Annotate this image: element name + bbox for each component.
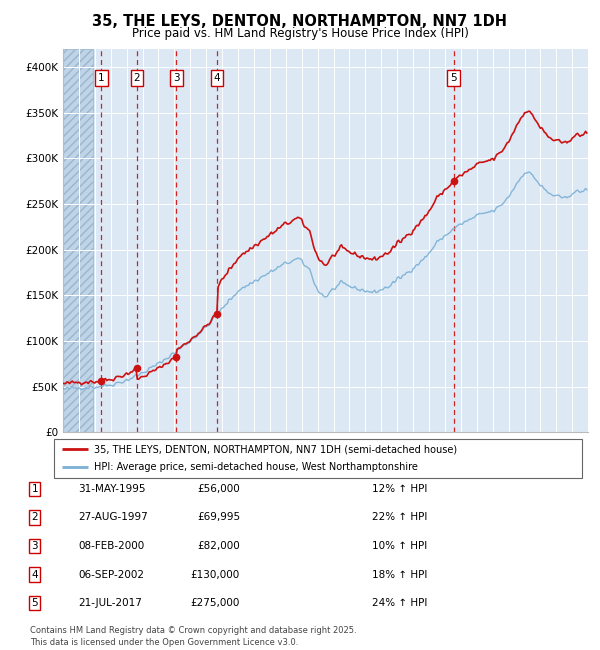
Text: £130,000: £130,000 [191,569,240,580]
Text: 2: 2 [134,73,140,83]
Bar [63,49,93,432]
Text: 24% ↑ HPI: 24% ↑ HPI [372,598,427,608]
Text: 21-JUL-2017: 21-JUL-2017 [78,598,142,608]
Text: Contains HM Land Registry data © Crown copyright and database right 2025.
This d: Contains HM Land Registry data © Crown c… [30,626,356,647]
Text: £69,995: £69,995 [197,512,240,523]
Text: 12% ↑ HPI: 12% ↑ HPI [372,484,427,494]
Text: 31-MAY-1995: 31-MAY-1995 [78,484,146,494]
Text: 06-SEP-2002: 06-SEP-2002 [78,569,144,580]
Text: 27-AUG-1997: 27-AUG-1997 [78,512,148,523]
Text: 5: 5 [451,73,457,83]
Text: 4: 4 [31,569,38,580]
Text: 1: 1 [98,73,105,83]
Text: Price paid vs. HM Land Registry's House Price Index (HPI): Price paid vs. HM Land Registry's House … [131,27,469,40]
Text: 5: 5 [31,598,38,608]
Text: 35, THE LEYS, DENTON, NORTHAMPTON, NN7 1DH: 35, THE LEYS, DENTON, NORTHAMPTON, NN7 1… [92,14,508,29]
Text: 08-FEB-2000: 08-FEB-2000 [78,541,144,551]
Text: £275,000: £275,000 [191,598,240,608]
Text: 10% ↑ HPI: 10% ↑ HPI [372,541,427,551]
Text: £56,000: £56,000 [197,484,240,494]
Text: £82,000: £82,000 [197,541,240,551]
Text: 35, THE LEYS, DENTON, NORTHAMPTON, NN7 1DH (semi-detached house): 35, THE LEYS, DENTON, NORTHAMPTON, NN7 1… [94,445,457,454]
Text: 1: 1 [31,484,38,494]
Text: 18% ↑ HPI: 18% ↑ HPI [372,569,427,580]
Text: 2: 2 [31,512,38,523]
Text: 3: 3 [31,541,38,551]
Text: 22% ↑ HPI: 22% ↑ HPI [372,512,427,523]
Text: 3: 3 [173,73,179,83]
Text: HPI: Average price, semi-detached house, West Northamptonshire: HPI: Average price, semi-detached house,… [94,462,418,472]
Text: 4: 4 [214,73,220,83]
